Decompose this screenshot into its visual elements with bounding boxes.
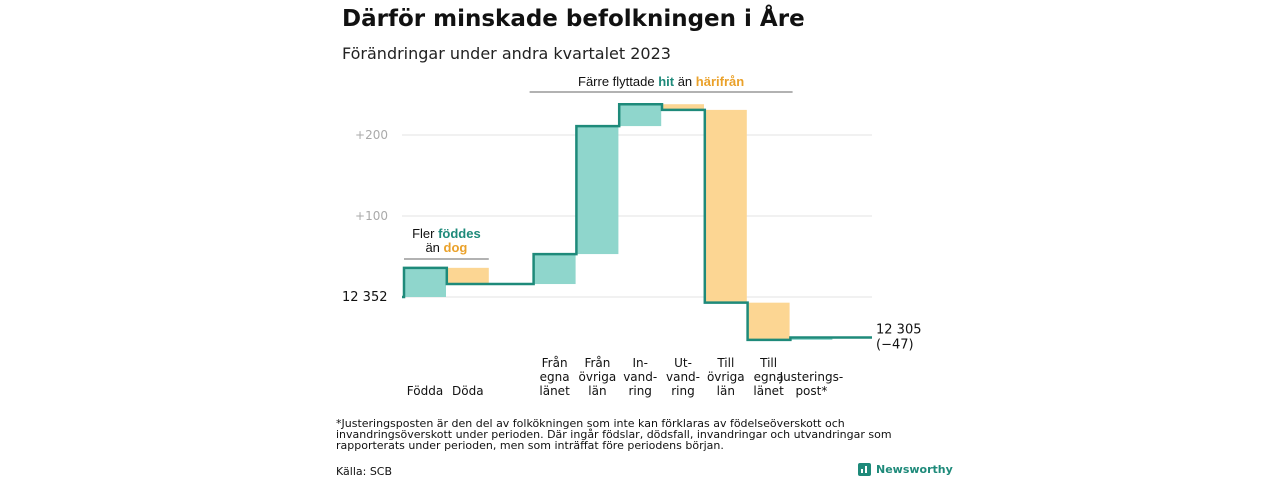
bar-4 [619,104,662,127]
bar-6 [704,109,747,303]
y-tick-label-0: +100 [355,209,388,223]
end-change-label: (−47) [876,338,914,353]
bar-0 [404,267,446,297]
category-label-8-1: post* [795,384,827,398]
category-label-6-1: övriga [707,370,745,384]
category-label-5-0: Ut- [674,356,692,370]
bar-2 [533,254,576,285]
category-label-6-0: Till [716,356,734,370]
category-label-7-0: Till [759,356,777,370]
category-label-4-1: vand- [623,370,657,384]
category-label-0-0: Födda [407,384,443,398]
bar-3 [576,126,619,255]
category-label-3-1: övriga [579,370,617,384]
annotation-deaths-part-0: än [425,240,443,255]
brand-logo: Newsworthy [858,463,953,476]
category-label-3-2: län [588,384,606,398]
annotation-births-part-0: Fler [412,226,438,241]
category-label-6-2: län [717,384,735,398]
category-label-7-1: egna [754,370,784,384]
bar-7 [747,302,790,340]
category-label-5-1: vand- [666,370,700,384]
end-value-label: 12 305 [876,323,922,338]
category-label-4-0: In- [632,356,647,370]
annotation-deaths: än dog [425,240,467,255]
category-label-1-0: Döda [452,384,484,398]
footnote: *Justeringsposten är den del av folkökni… [336,417,892,452]
category-label-3-0: Från [584,356,610,370]
category-label-2-1: egna [540,370,570,384]
bar-5 [662,104,704,110]
chart-subtitle: Förändringar under andra kvartalet 2023 [342,44,671,63]
bar-1 [446,267,489,285]
start-value-label: 12 352 [342,290,388,305]
category-label-7-2: länet [753,384,784,398]
source-label: Källa: SCB [336,465,393,478]
category-label-2-0: Från [542,356,568,370]
category-label-8-0: Justerings- [779,370,844,384]
category-label-4-2: ring [628,384,652,398]
annotation-births-part-1: föddes [438,226,481,241]
waterfall-step-line [402,102,872,342]
y-tick-label-1: +200 [355,128,388,142]
annotation-migration-part-3: härifrån [696,74,744,89]
brand-name: Newsworthy [876,463,953,476]
bar-chart-icon [858,463,871,476]
chart-title: Därför minskade befolkningen i Åre [342,6,805,32]
annotation-deaths-part-1: dog [444,240,468,255]
annotation-migration: Färre flyttade hit än härifrån [578,74,744,89]
annotation-migration-part-2: än [674,74,696,89]
category-label-2-2: länet [539,384,570,398]
category-label-5-2: ring [671,384,695,398]
annotation-births: Fler föddes [412,226,481,241]
annotation-migration-part-1: hit [658,74,675,89]
annotation-migration-part-0: Färre flyttade [578,74,658,89]
